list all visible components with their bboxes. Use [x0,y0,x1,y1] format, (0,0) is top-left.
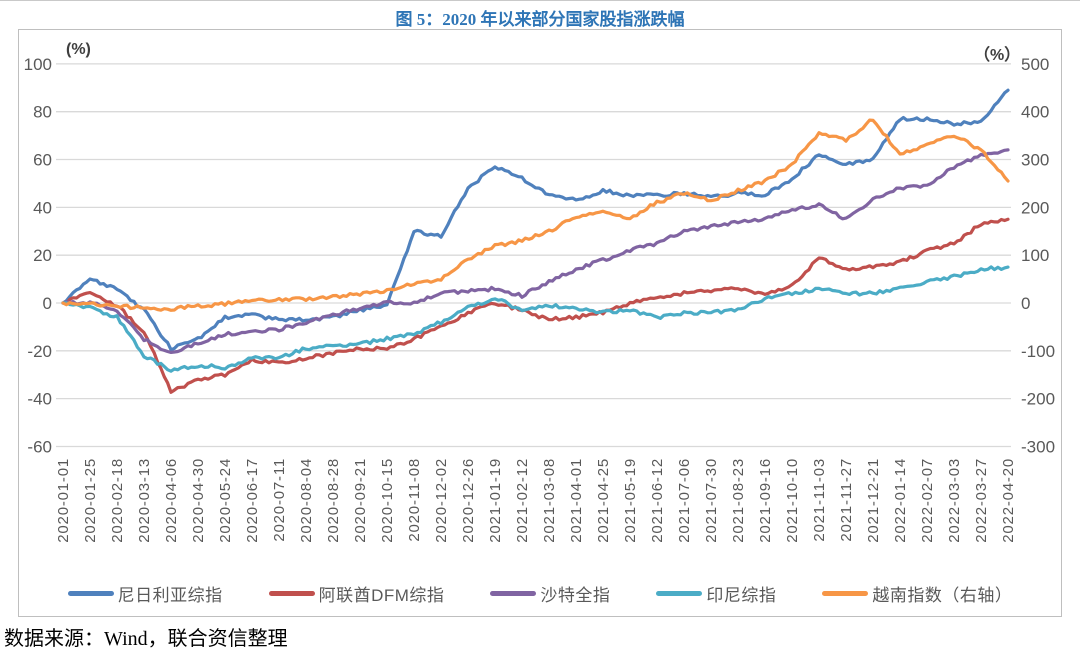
y-axis-tick-label-right: 300 [1021,151,1049,170]
y-axis-tick-label-right: 0 [1021,294,1030,313]
x-axis-tick-label: 2021-11-27 [838,458,855,542]
x-axis-tick-label: 2021-01-19 [487,458,504,543]
y-axis-tick-label-left: 100 [24,55,52,74]
legend-item-2: 沙特全指 [490,581,610,606]
legend-item-0: 尼日利亚综指 [67,581,223,606]
x-axis-tick-label: 2021-07-06 [676,458,693,543]
y-axis-tick-label-left: 60 [33,151,52,170]
series-line-1 [61,217,1010,394]
legend-line-swatch [268,591,315,596]
legend-item-1: 阿联酋DFM综指 [268,581,445,606]
chart-frame: 100 80 60 40 20 0 -20 -40 -60 500 400 300 200 100 0 -10… [18,29,1062,617]
legend-label: 沙特全指 [540,586,611,605]
legend-line-swatch [67,591,114,596]
legend-label: 印尼综指 [706,586,777,605]
legend-item-4: 越南指数（右轴） [822,581,1012,606]
y-axis-tick-label-left: 20 [33,246,52,265]
chart-legend: 尼日利亚综指 阿联酋DFM综指 沙特全指 印尼综指 越南指数（右轴） [19,581,1061,606]
x-axis-tick-label: 2020-12-02 [433,458,450,543]
x-axis-tick-label: 2020-02-18 [109,458,126,543]
x-axis-tick-label: 2021-06-12 [649,458,666,543]
series-line-0 [61,88,1010,352]
left-axis-unit-label: (%) [66,41,91,58]
x-axis-tick-label: 2021-02-12 [514,458,531,543]
x-axis-tick-label: 2020-12-26 [460,458,477,543]
y-axis-tick-label-left: -20 [27,342,52,361]
x-axis-tick-label: 2022-04-20 [1000,458,1017,543]
legend-line-swatch [822,591,869,596]
x-axis-tick-label: 2021-07-30 [703,458,720,543]
series-line-2 [61,148,1010,354]
y-axis-tick-label-right: 400 [1021,103,1049,122]
series-line-3 [61,265,1010,373]
line-chart: 100806040200-20-40-605004003002001000-10… [24,55,1055,543]
x-axis-tick-label: 2020-05-24 [217,458,234,543]
x-axis-tick-label: 2021-03-08 [541,458,558,543]
x-axis-tick-label: 2021-05-19 [622,458,639,543]
x-axis-tick-label: 2021-04-01 [568,458,585,543]
data-source-note: 数据来源：Wind，联合资信整理 [4,628,288,650]
x-axis-tick-label: 2020-08-28 [325,458,342,543]
x-axis-tick-label: 2022-02-07 [919,458,936,543]
series-line-4 [61,118,1010,312]
legend-line-swatch [656,591,703,596]
x-axis-tick-label: 2021-08-23 [730,458,747,543]
y-axis-tick-label-right: 100 [1021,246,1049,265]
legend-label: 尼日利亚综指 [117,586,223,605]
x-axis-tick-label: 2021-09-16 [757,458,774,543]
x-axis-tick-label: 2020-06-17 [244,458,261,543]
x-axis-tick-label: 2020-10-15 [379,458,396,543]
figure-title: 图 5：2020 年以来部分国家股指涨跌幅 [395,10,685,29]
legend-label: 阿联酋DFM综指 [318,586,445,605]
y-axis-tick-label-right: 200 [1021,198,1049,217]
x-axis-tick-label: 2022-01-14 [892,458,909,543]
x-axis-tick-label: 2020-04-30 [190,458,207,543]
legend-label: 越南指数（右轴） [872,586,1013,605]
y-axis-tick-label-right: -100 [1021,342,1055,361]
y-axis-tick-label-left: -60 [27,437,52,456]
y-axis-tick-label-left: -40 [27,390,52,409]
x-axis-tick-label: 2020-09-21 [352,458,369,543]
x-axis-tick-label: 2021-11-03 [811,458,828,542]
top-border-rule [0,0,1080,1]
x-axis-tick-label: 2021-04-25 [595,458,612,543]
x-axis-tick-label: 2020-04-06 [163,458,180,543]
x-axis-tick-label: 2021-10-10 [784,458,801,543]
x-axis-tick-label: 2020-03-13 [136,458,153,543]
x-axis-tick-label: 2021-12-21 [865,458,882,543]
x-axis-tick-label: 2022-03-27 [973,458,990,543]
right-axis-unit-label: （%） [974,47,1021,64]
x-axis-tick-label: 2020-11-08 [406,458,423,542]
y-axis-tick-label-right: 500 [1021,55,1049,74]
legend-item-3: 印尼综指 [656,581,776,606]
x-axis-tick-label: 2020-08-04 [298,458,315,543]
legend-line-swatch [490,591,537,596]
y-axis-tick-label-right: -300 [1021,437,1055,456]
y-axis-tick-label-right: -200 [1021,390,1055,409]
x-axis-tick-label: 2022-03-03 [946,458,963,543]
x-axis-tick-label: 2020-07-11 [271,458,288,542]
y-axis-tick-label-left: 40 [33,198,52,217]
x-axis-tick-label: 2020-01-25 [82,458,99,543]
y-axis-tick-label-left: 0 [43,294,52,313]
x-axis-tick-label: 2020-01-01 [55,458,72,543]
y-axis-tick-label-left: 80 [33,103,52,122]
